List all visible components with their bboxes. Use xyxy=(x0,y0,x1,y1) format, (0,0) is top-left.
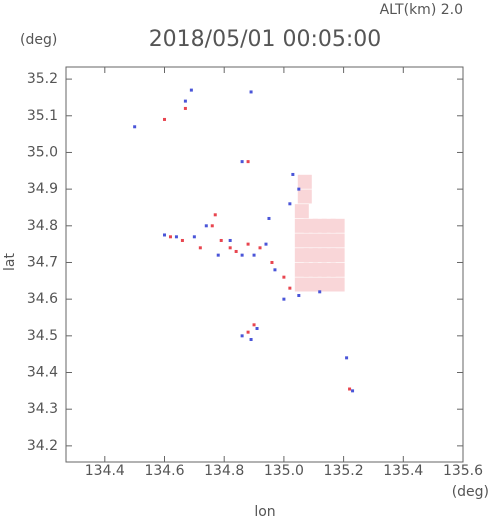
echo-point xyxy=(297,189,312,204)
y-tick-label: 34.6 xyxy=(27,291,58,307)
echo-point xyxy=(282,275,286,279)
echo-point xyxy=(264,242,268,246)
echo-point xyxy=(288,286,292,290)
x-tick-label: 134.8 xyxy=(204,463,244,479)
echo-point xyxy=(288,202,292,206)
echo-point xyxy=(234,249,238,253)
echo-point xyxy=(219,238,223,242)
echo-point xyxy=(240,334,244,338)
echo-point xyxy=(291,172,295,176)
echo-point xyxy=(228,246,232,250)
x-tick-label: 135.6 xyxy=(443,463,483,479)
echo-point xyxy=(330,248,345,263)
echo-point xyxy=(246,330,250,334)
echo-point xyxy=(294,204,309,219)
y-tick-label: 34.9 xyxy=(27,181,58,197)
y-tick-label: 34.3 xyxy=(27,401,58,417)
echo-point xyxy=(213,213,217,217)
echo-point xyxy=(192,235,196,239)
echo-point xyxy=(297,187,301,191)
y-axis-label: lat xyxy=(2,253,18,271)
echo-point xyxy=(255,326,259,330)
echo-point xyxy=(351,389,355,393)
y-tick-label: 34.5 xyxy=(27,328,58,344)
y-tick-label: 35.0 xyxy=(27,144,58,160)
echo-point xyxy=(189,88,193,92)
echo-point xyxy=(204,224,208,228)
echo-point xyxy=(330,218,345,233)
echo-point xyxy=(249,338,253,342)
x-tick-label: 135.4 xyxy=(383,463,423,479)
x-axis-label: lon xyxy=(254,504,275,520)
echo-point xyxy=(348,387,352,391)
x-unit: (deg) xyxy=(452,484,489,500)
echo-point xyxy=(270,260,274,264)
echo-point xyxy=(246,160,250,164)
x-tick-label: 135.0 xyxy=(264,463,304,479)
echo-point xyxy=(228,238,232,242)
y-tick-label: 34.8 xyxy=(27,218,58,234)
echo-point xyxy=(297,174,312,189)
echo-point xyxy=(183,106,187,110)
y-tick-label: 35.1 xyxy=(27,108,58,124)
echo-point xyxy=(133,125,137,129)
x-tick-label: 135.2 xyxy=(324,463,364,479)
echo-point xyxy=(240,253,244,257)
echo-point xyxy=(183,99,187,103)
echo-point xyxy=(216,253,220,257)
chart-title: 2018/05/01 00:05:00 xyxy=(149,27,382,52)
x-tick-label: 134.4 xyxy=(85,463,125,479)
echo-point xyxy=(330,277,345,292)
echo-point xyxy=(330,262,345,277)
echo-point xyxy=(252,323,256,327)
echo-point xyxy=(198,246,202,250)
altitude-label: ALT(km) 2.0 xyxy=(380,2,463,18)
y-unit: (deg) xyxy=(20,32,57,48)
x-tick-label: 134.6 xyxy=(144,463,184,479)
echo-point xyxy=(318,290,322,294)
echo-point xyxy=(174,235,178,239)
y-tick-label: 34.4 xyxy=(27,365,58,381)
echo-point xyxy=(258,246,262,250)
echo-point xyxy=(163,117,167,121)
echo-point xyxy=(252,253,256,257)
echo-point xyxy=(273,268,277,272)
echo-point xyxy=(330,233,345,248)
echo-point xyxy=(168,235,172,239)
echo-point xyxy=(249,90,253,94)
echo-point xyxy=(240,160,244,164)
echo-point xyxy=(297,293,301,297)
echo-point xyxy=(180,238,184,242)
echo-point xyxy=(163,233,167,237)
echo-point xyxy=(282,297,286,301)
plot-frame xyxy=(65,66,464,463)
echo-point xyxy=(267,216,271,220)
y-tick-label: 34.7 xyxy=(27,254,58,270)
y-tick-label: 34.2 xyxy=(27,438,58,454)
echo-point xyxy=(345,356,349,360)
echo-point xyxy=(210,224,214,228)
echo-point xyxy=(246,242,250,246)
y-tick-label: 35.2 xyxy=(27,71,58,87)
